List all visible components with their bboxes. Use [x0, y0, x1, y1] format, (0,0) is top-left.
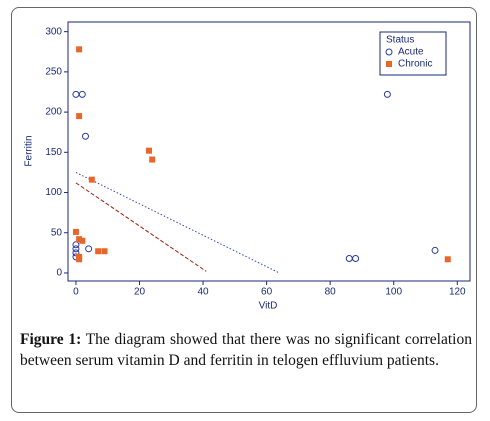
y-tick-label: 100: [45, 187, 62, 198]
point: [76, 46, 83, 53]
point: [78, 90, 86, 98]
x-tick-label: 40: [197, 287, 209, 298]
point: [88, 176, 95, 183]
x-axis-label: VitD: [259, 301, 278, 312]
x-tick-label: 20: [134, 287, 146, 298]
point: [444, 256, 451, 263]
point: [101, 248, 108, 255]
point: [95, 248, 102, 255]
x-tick-label: 80: [325, 287, 337, 298]
point: [72, 90, 80, 98]
y-tick-label: 0: [56, 268, 62, 279]
x-tick-label: 0: [73, 287, 79, 298]
trend-line: [75, 171, 280, 274]
legend-label: Acute: [398, 47, 424, 58]
legend-marker: [385, 48, 393, 56]
plot-frame: [67, 21, 471, 282]
point: [76, 113, 83, 120]
point: [383, 90, 391, 98]
point: [81, 132, 89, 140]
caption-label: Figure 1:: [20, 331, 82, 348]
point: [352, 254, 360, 262]
point: [85, 245, 93, 253]
figure-frame: [11, 7, 477, 413]
y-tick-label: 50: [51, 227, 63, 238]
point: [149, 156, 156, 163]
x-tick-label: 120: [449, 287, 466, 298]
point: [72, 228, 79, 235]
point: [76, 256, 83, 263]
point: [146, 147, 153, 154]
y-axis-label: Ferritin: [24, 135, 35, 166]
point: [79, 237, 86, 244]
point: [431, 246, 439, 254]
x-tick-label: 60: [261, 287, 273, 298]
caption: Figure 1: The diagram showed that there …: [20, 329, 472, 371]
point: [72, 245, 80, 253]
legend-title: Status: [386, 35, 414, 46]
point: [72, 249, 80, 257]
point: [72, 241, 80, 249]
y-tick-label: 300: [45, 26, 62, 37]
point: [345, 254, 353, 262]
y-tick-label: 200: [45, 107, 62, 118]
chart: VitD Ferritin Status 0 20 40 60 80 100 120 0 50 1…: [24, 21, 471, 312]
legend-marker: [386, 61, 392, 67]
x-tick-label: 100: [385, 287, 402, 298]
y-tick-label: 150: [45, 147, 62, 158]
legend-box: [379, 31, 447, 76]
trend-line: [75, 182, 207, 272]
legend-label: Chronic: [398, 59, 432, 70]
caption-text: The diagram showed that there was no sig…: [20, 331, 472, 369]
y-tick-label: 250: [45, 67, 62, 78]
point: [76, 236, 83, 243]
